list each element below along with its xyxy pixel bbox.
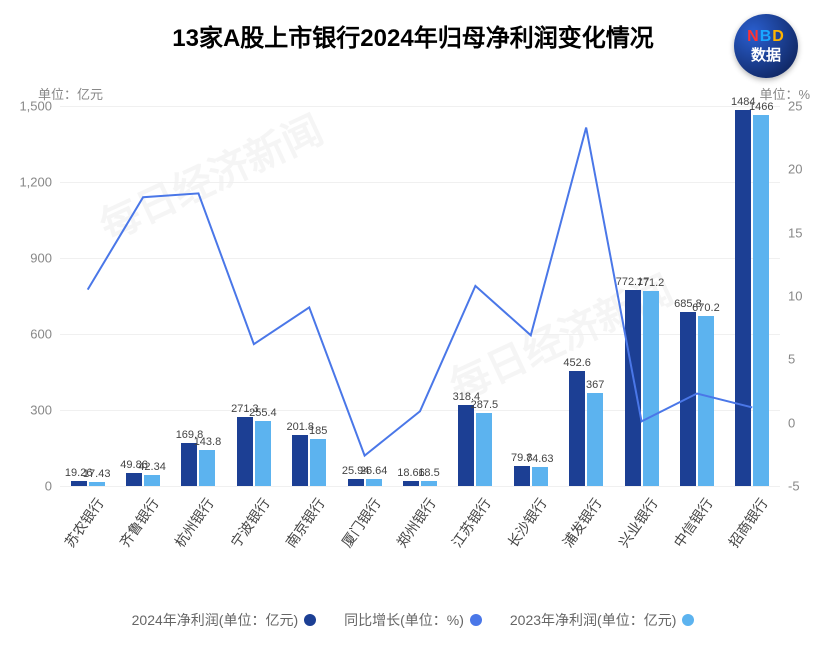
chart-title: 13家A股上市银行2024年归母净利润变化情况 [0,18,826,53]
ytick-right: 20 [788,162,802,177]
x-category: 宁波银行 [226,494,275,551]
ytick-left: 1,200 [19,175,52,190]
legend-item-2024: 2024年净利润(单位：亿元) [132,610,316,630]
legend: 2024年净利润(单位：亿元) 同比增长(单位：%) 2023年净利润(单位：亿… [0,610,826,630]
ytick-right: 15 [788,225,802,240]
chart-container: 13家A股上市银行2024年归母净利润变化情况 NBD 数据 单位：亿元 单位：… [0,0,826,648]
ytick-left: 1,500 [19,99,52,114]
x-category: 杭州银行 [170,494,219,551]
x-category: 招商银行 [724,494,773,551]
ytick-left: 900 [30,251,52,266]
x-category: 长沙银行 [503,494,552,551]
legend-item-growth: 同比增长(单位：%) [344,610,482,630]
ytick-left: 600 [30,327,52,342]
x-category: 浦发银行 [558,494,607,551]
legend-item-2023: 2023年净利润(单位：亿元) [510,610,694,630]
nbd-badge: NBD 数据 [734,14,798,78]
ytick-right: 5 [788,352,795,367]
growth-line [60,106,780,486]
badge-subtitle: 数据 [751,44,781,65]
x-category: 厦门银行 [336,494,385,551]
x-category: 苏农银行 [60,494,109,551]
legend-swatch-2023 [682,614,694,626]
x-category: 中信银行 [669,494,718,551]
ytick-right: 0 [788,415,795,430]
plot-area: 每日经济新闻 每日经济新闻 03006009001,2001,500-50510… [60,106,780,486]
legend-swatch-growth [470,614,482,626]
ytick-left: 0 [45,479,52,494]
ytick-right: 25 [788,99,802,114]
x-category: 南京银行 [281,494,330,551]
ytick-right: -5 [788,479,800,494]
x-category: 兴业银行 [613,494,662,551]
legend-swatch-2024 [304,614,316,626]
x-category: 江苏银行 [447,494,496,551]
x-category: 郑州银行 [392,494,441,551]
ytick-left: 300 [30,403,52,418]
ytick-right: 10 [788,289,802,304]
x-category: 齐鲁银行 [115,494,164,551]
